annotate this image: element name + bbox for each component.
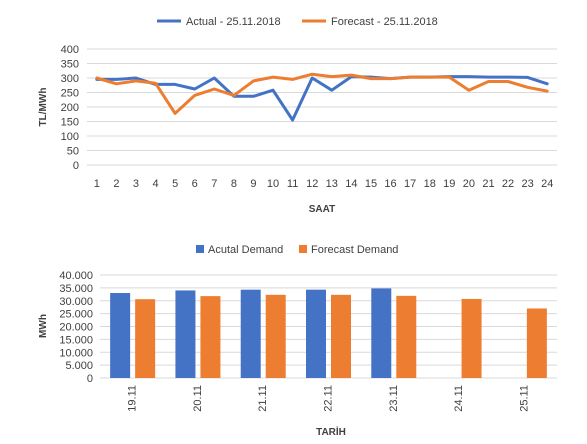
bar-x-axis-title: TARİH xyxy=(316,425,346,438)
legend-forecast-demand-label: Forecast Demand xyxy=(311,244,398,256)
forecast-demand-bar xyxy=(265,294,286,378)
line-x-tick-label: 23 xyxy=(522,178,534,190)
bar-y-tick-label: 0 xyxy=(87,373,93,385)
line-x-tick-label: 20 xyxy=(463,178,475,190)
legend-actual-demand-swatch xyxy=(196,245,204,253)
legend-forecast-demand-swatch xyxy=(299,245,307,253)
line-y-tick-label: 50 xyxy=(67,146,79,158)
actual-demand-bar xyxy=(175,290,196,378)
forecast-demand-bar xyxy=(135,299,156,378)
line-x-tick-label: 8 xyxy=(231,178,237,190)
line-x-tick-label: 18 xyxy=(424,178,436,190)
line-y-tick-label: 350 xyxy=(61,59,79,71)
line-x-tick-label: 11 xyxy=(287,178,298,190)
bar-y-tick-label: 10.000 xyxy=(59,347,93,359)
line-x-tick-label: 21 xyxy=(482,178,494,190)
forecast-demand-bar xyxy=(526,308,547,378)
bar-x-tick-label: 23.11 xyxy=(388,385,400,412)
line-x-tick-label: 10 xyxy=(267,178,279,190)
forecast-demand-bar xyxy=(461,298,482,378)
bar-x-tick-label: 25.11 xyxy=(518,385,530,412)
bar-x-tick-label: 20.11 xyxy=(192,385,204,412)
line-x-tick-label: 15 xyxy=(365,178,377,190)
line-y-tick-label: 100 xyxy=(61,131,79,143)
line-x-tick-label: 5 xyxy=(172,178,178,190)
line-x-tick-label: 22 xyxy=(502,178,514,190)
line-y-tick-label: 200 xyxy=(61,102,79,114)
line-y-tick-label: 0 xyxy=(73,160,79,172)
bar-y-tick-label: 30.000 xyxy=(59,296,93,308)
bar-x-tick-label: 22.11 xyxy=(323,385,335,412)
line-x-tick-label: 1 xyxy=(94,178,100,190)
bar-y-tick-label: 15.000 xyxy=(59,334,93,346)
actual-demand-bar xyxy=(110,293,131,378)
line-y-tick-label: 150 xyxy=(61,117,79,129)
line-x-tick-label: 2 xyxy=(113,178,119,190)
bar-x-tick-label: 21.11 xyxy=(257,385,269,412)
actual-demand-bar xyxy=(306,289,326,378)
line-x-tick-label: 24 xyxy=(541,178,553,190)
line-x-tick-label: 17 xyxy=(404,178,416,190)
bar-y-tick-label: 20.000 xyxy=(59,322,93,334)
bar-x-tick-label: 24.11 xyxy=(453,385,465,412)
legend-actual-label: Actual - 25.11.2018 xyxy=(186,16,281,28)
line-x-tick-label: 12 xyxy=(306,178,318,190)
line-x-tick-label: 19 xyxy=(443,178,455,190)
forecast-demand-bar xyxy=(331,294,351,378)
bar-y-tick-label: 5.000 xyxy=(65,360,93,372)
bar-x-tick-label: 19.11 xyxy=(127,385,139,412)
actual-series-line xyxy=(95,75,549,122)
line-x-tick-label: 13 xyxy=(326,178,338,190)
legend-forecast-label: Forecast - 25.11.2018 xyxy=(331,16,438,28)
line-x-tick-label: 14 xyxy=(345,178,357,190)
bar-y-tick-label: 25.000 xyxy=(59,309,93,321)
line-x-axis-title: SAAT xyxy=(309,204,335,215)
legend-actual-demand-label: Acutal Demand xyxy=(208,244,283,256)
line-x-tick-label: 9 xyxy=(250,178,256,190)
line-x-tick-label: 7 xyxy=(211,178,217,190)
actual-demand-bar xyxy=(240,289,261,378)
line-x-tick-label: 4 xyxy=(152,178,158,190)
bar-y-tick-label: 40.000 xyxy=(59,270,93,282)
forecast-series-line xyxy=(95,72,549,115)
line-y-tick-label: 300 xyxy=(61,73,79,85)
bar-y-axis-title: MWh xyxy=(38,314,49,338)
line-y-tick-label: 400 xyxy=(61,44,79,56)
line-y-axis-title: TL/MWh xyxy=(38,88,49,127)
forecast-demand-bar xyxy=(396,295,417,378)
line-x-tick-label: 16 xyxy=(384,178,396,190)
actual-demand-bar xyxy=(371,288,392,378)
line-x-tick-label: 3 xyxy=(133,178,139,190)
line-y-tick-label: 250 xyxy=(61,88,79,100)
line-x-tick-label: 6 xyxy=(192,178,198,190)
bar-y-tick-label: 35.000 xyxy=(59,283,93,295)
forecast-demand-bar xyxy=(200,296,221,378)
